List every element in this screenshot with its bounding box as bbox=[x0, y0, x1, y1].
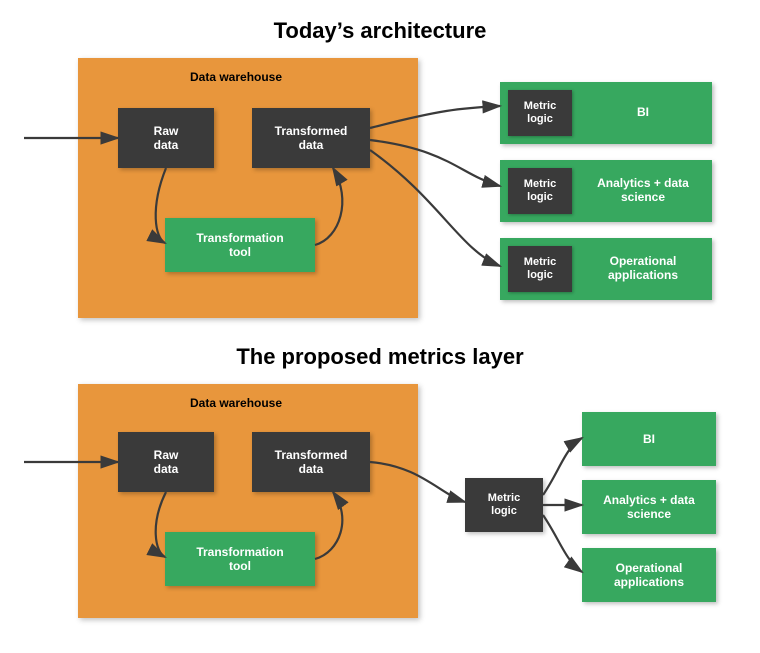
top-title: Today’s architecture bbox=[240, 18, 520, 44]
bottom-transformation-tool-box: Transformationtool bbox=[165, 532, 315, 586]
top-output-metric-0: Metriclogic bbox=[508, 90, 572, 136]
top-output-row-1: Metriclogic Analytics + datascience bbox=[500, 160, 712, 222]
top-warehouse-container bbox=[78, 58, 418, 318]
bottom-output-box-0: BI bbox=[582, 412, 716, 466]
top-output-metric-1: Metriclogic bbox=[508, 168, 572, 214]
top-output-label-0: BI bbox=[580, 82, 712, 144]
bottom-transformed-data-box: Transformeddata bbox=[252, 432, 370, 492]
bottom-output-box-1: Analytics + datascience bbox=[582, 480, 716, 534]
top-output-label-1: Analytics + datascience bbox=[580, 160, 712, 222]
top-transformed-data-box: Transformeddata bbox=[252, 108, 370, 168]
bottom-metric-logic-box: Metriclogic bbox=[465, 478, 543, 532]
top-output-metric-2: Metriclogic bbox=[508, 246, 572, 292]
bottom-output-box-2: Operationalapplications bbox=[582, 548, 716, 602]
top-output-label-2: Operationalapplications bbox=[580, 238, 712, 300]
top-warehouse-label: Data warehouse bbox=[190, 70, 282, 84]
top-transformation-tool-box: Transformationtool bbox=[165, 218, 315, 272]
top-output-row-2: Metriclogic Operationalapplications bbox=[500, 238, 712, 300]
top-output-row-0: Metriclogic BI bbox=[500, 82, 712, 144]
top-raw-data-box: Rawdata bbox=[118, 108, 214, 168]
bottom-warehouse-label: Data warehouse bbox=[190, 396, 282, 410]
bottom-raw-data-box: Rawdata bbox=[118, 432, 214, 492]
bottom-title: The proposed metrics layer bbox=[210, 344, 550, 370]
